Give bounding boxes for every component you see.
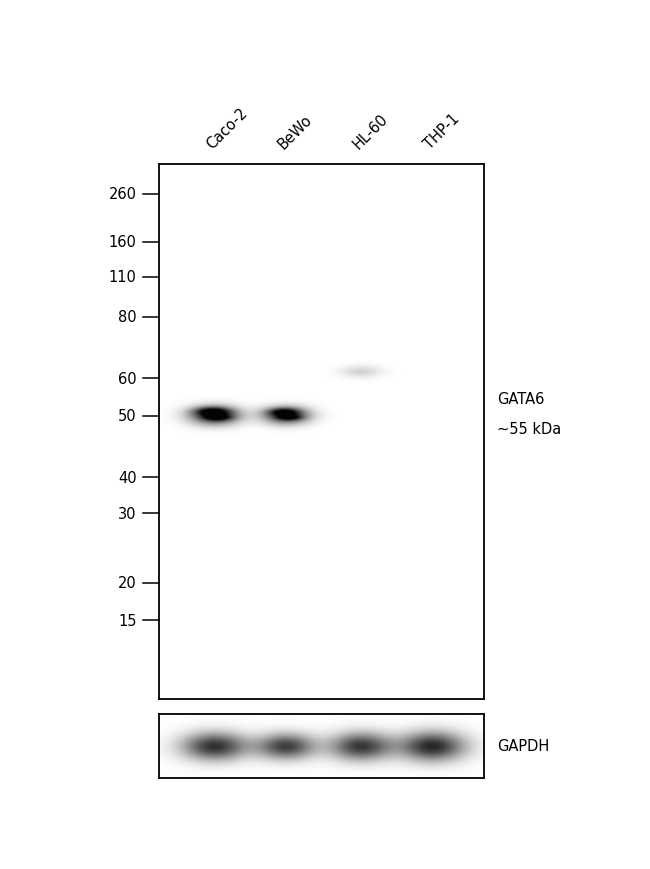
Text: 30: 30: [118, 506, 136, 521]
Text: Caco-2: Caco-2: [204, 105, 251, 152]
Text: 80: 80: [118, 310, 136, 325]
Text: 15: 15: [118, 613, 136, 628]
Text: GAPDH: GAPDH: [497, 739, 549, 753]
Text: 40: 40: [118, 470, 136, 485]
Text: BeWo: BeWo: [276, 112, 315, 152]
Text: 60: 60: [118, 371, 136, 387]
Text: 50: 50: [118, 408, 136, 424]
Text: 110: 110: [109, 270, 136, 285]
Text: 160: 160: [109, 235, 136, 250]
Text: ~55 kDa: ~55 kDa: [497, 421, 562, 436]
Text: THP-1: THP-1: [422, 111, 463, 152]
Text: 260: 260: [109, 187, 136, 202]
Text: HL-60: HL-60: [350, 111, 391, 152]
Text: 20: 20: [118, 575, 136, 591]
Text: GATA6: GATA6: [497, 391, 545, 406]
